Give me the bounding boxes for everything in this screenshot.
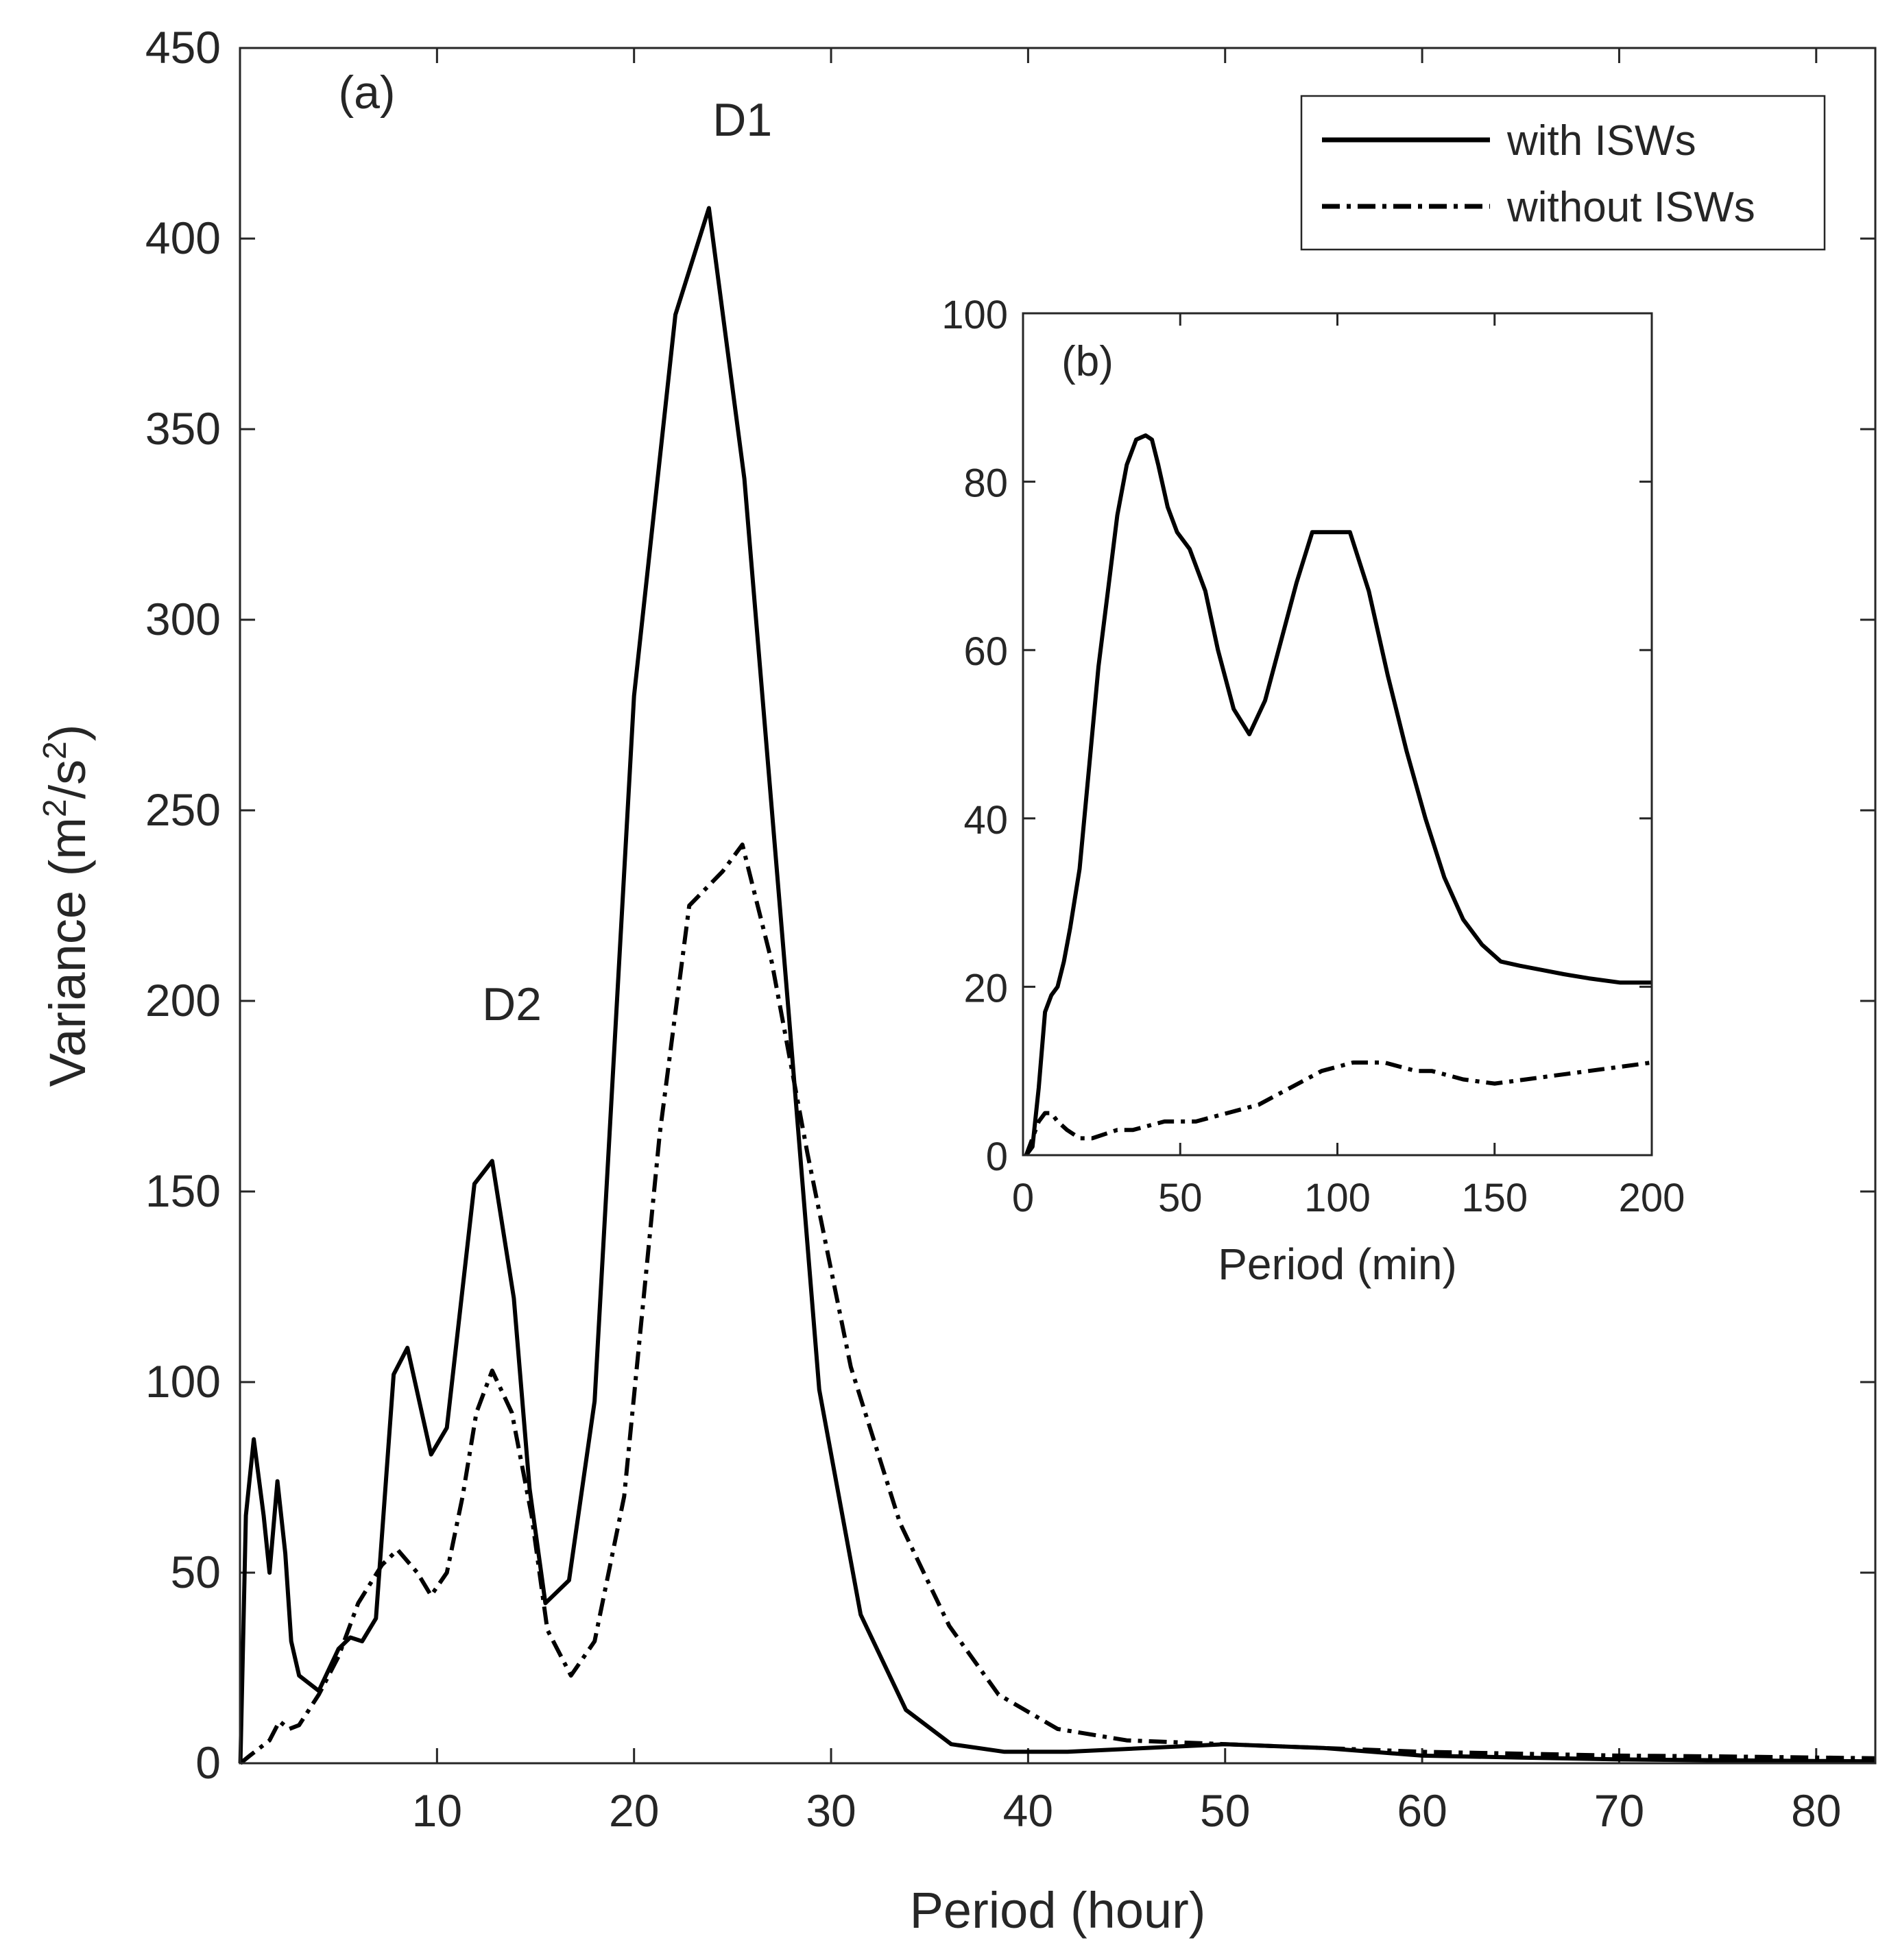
inset-xtick-label: 0 [1012,1176,1034,1220]
inset-series-without-isws-line [1024,1060,1652,1157]
main-ytick-label: 150 [145,1165,221,1216]
annotation-d2: D2 [482,978,542,1030]
ylabel-end: ) [39,724,96,741]
legend-box [1300,95,1826,251]
inset-ytick-label: 0 [986,1135,1008,1179]
inset-ytick-label: 60 [963,629,1008,674]
main-ytick-label: 250 [145,784,221,835]
ylabel-sup-2: 2 [37,741,73,760]
inset-x-axis-label: Period (min) [1218,1239,1457,1289]
main-ytick-label: 200 [145,975,221,1026]
annotation-d1: D1 [712,94,772,146]
inset-panel: 0 50 100 150 200 0 20 40 60 80 100 (b) Period (min… [941,293,1685,1289]
legend: with ISWs without ISWs [1300,95,1826,251]
inset-series [1024,433,1652,1157]
main-series-with-isws-line [238,206,1876,1764]
legend-label-without-isws: without ISWs [1506,184,1755,231]
main-x-axis-label: Period (hour) [910,1882,1206,1939]
main-xtick-label: 70 [1594,1785,1644,1836]
inset-tick-labels: 0 50 100 150 200 0 20 40 60 80 100 [941,293,1685,1220]
main-xtick-label: 40 [1003,1785,1053,1836]
main-ytick-label: 0 [195,1737,221,1788]
legend-label-with-isws: with ISWs [1506,117,1696,165]
main-panel-label: (a) [338,66,395,119]
ylabel-sup-1: 2 [37,799,73,817]
main-ytick-label: 400 [145,213,221,263]
ylabel-mid: /s [39,760,96,799]
main-xtick-label: 30 [806,1785,856,1836]
inset-ytick-label: 100 [941,293,1008,337]
main-xtick-label: 60 [1397,1785,1447,1836]
main-ytick-label: 100 [145,1356,221,1407]
inset-series-with-isws-line [1024,433,1652,1157]
inset-xtick-label: 150 [1461,1176,1528,1220]
inset-ytick-label: 40 [963,798,1008,843]
inset-xtick-label: 50 [1158,1176,1203,1220]
main-series [238,206,1876,1765]
main-y-axis-label: Variance (m2/s2) [37,724,96,1087]
main-xtick-label: 20 [609,1785,659,1836]
main-ytick-label: 450 [145,22,221,73]
main-xtick-label: 50 [1200,1785,1250,1836]
main-tick-labels: 10 20 30 40 50 60 70 80050100150200250300350400… [145,22,1842,1836]
main-panel: 10 20 30 40 50 60 70 80050100150200250300350400… [37,22,1877,1939]
main-xtick-label: 10 [412,1785,462,1836]
inset-ytick-label: 20 [963,966,1008,1011]
inset-xtick-label: 200 [1619,1176,1685,1220]
inset-panel-label: (b) [1061,338,1114,385]
inset-background [1023,313,1652,1155]
inset-ytick-label: 80 [963,461,1008,506]
main-ytick-label: 350 [145,403,221,454]
inset-xtick-label: 100 [1304,1176,1371,1220]
inset-axes-frame [1022,312,1653,1157]
main-ytick-label: 300 [145,594,221,644]
main-xtick-label: 80 [1791,1785,1841,1836]
main-ytick-label: 50 [171,1547,221,1597]
ylabel-base: Variance (m [39,817,96,1087]
main-axes-frame [239,47,1877,1765]
